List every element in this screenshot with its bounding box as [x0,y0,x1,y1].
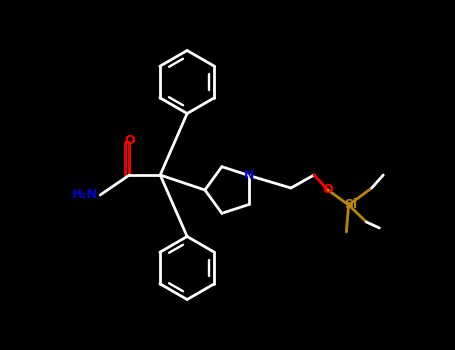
Text: N: N [244,169,254,182]
Text: O: O [323,183,333,196]
Text: O: O [124,134,135,147]
Text: Si: Si [344,198,357,211]
Text: H₂N: H₂N [72,189,98,202]
